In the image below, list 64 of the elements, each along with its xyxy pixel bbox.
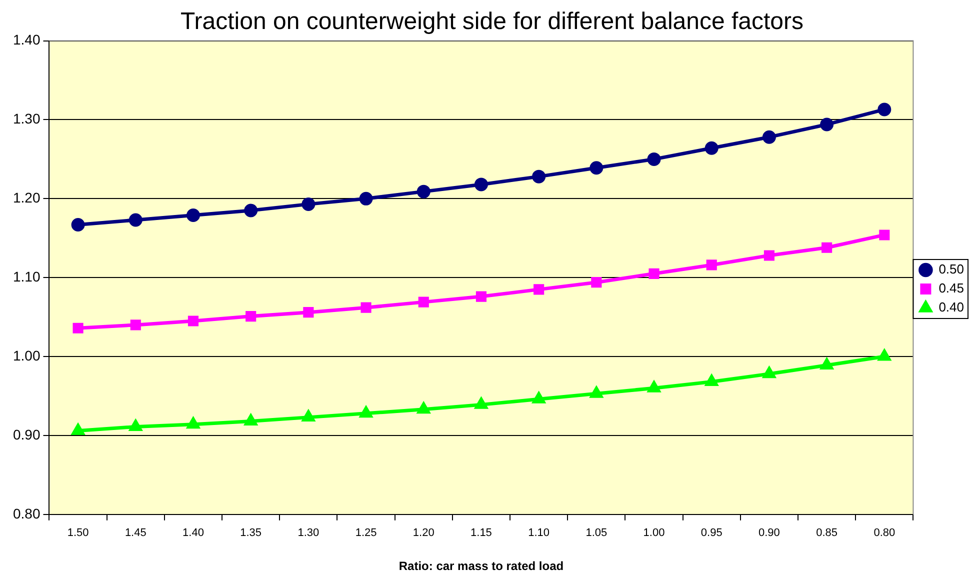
point	[476, 291, 487, 302]
x-tick-label: 1.15	[470, 527, 492, 540]
x-tick-label: 1.20	[412, 527, 434, 540]
x-tick-label: 1.45	[124, 527, 146, 540]
x-tick-label: 1.35	[240, 527, 262, 540]
legend-label: 0.45	[938, 280, 964, 296]
y-tick-label: 1.00	[13, 347, 40, 364]
x-tick-label: 1.25	[355, 527, 377, 540]
point	[879, 230, 890, 240]
point	[416, 184, 430, 198]
x-tick-label: 0.95	[700, 527, 722, 540]
point	[418, 296, 429, 308]
point	[303, 307, 314, 318]
point	[246, 310, 256, 322]
point	[128, 213, 142, 227]
y-tick-label: 0.80	[13, 505, 40, 522]
point	[244, 204, 258, 218]
x-tick-label: 0.85	[816, 527, 838, 540]
x-tick-label: 1.30	[298, 527, 320, 540]
x-tick-label: 1.50	[67, 527, 89, 540]
point	[534, 284, 544, 295]
point	[72, 322, 84, 334]
point	[764, 250, 774, 261]
point	[878, 102, 892, 116]
point	[360, 302, 372, 313]
point	[648, 381, 660, 392]
x-tick-label: 0.80	[874, 527, 896, 540]
point	[591, 277, 602, 288]
legend-label: 0.40	[938, 300, 964, 315]
point	[188, 316, 199, 326]
point	[706, 260, 717, 270]
point	[878, 350, 890, 361]
point	[475, 398, 488, 409]
point	[590, 386, 602, 398]
point	[647, 152, 661, 166]
point	[359, 192, 373, 206]
x-tick-label: 0.90	[758, 527, 780, 540]
point	[648, 268, 660, 279]
x-tick-label: 1.40	[182, 527, 204, 540]
point	[762, 130, 776, 144]
x-tick-label: 1.10	[528, 527, 550, 540]
point	[704, 141, 718, 155]
point	[130, 320, 141, 330]
point	[71, 218, 85, 232]
point	[72, 424, 84, 435]
point	[302, 197, 316, 211]
x-axis-title: Ratio: car mass to rated load	[398, 559, 564, 574]
y-tick-label: 0.90	[13, 426, 40, 442]
point	[532, 170, 546, 184]
point	[186, 208, 200, 222]
point	[820, 118, 834, 132]
point	[590, 161, 604, 175]
y-tick-label: 1.20	[13, 190, 40, 206]
point	[820, 358, 833, 370]
point	[822, 242, 832, 253]
y-tick-label: 1.30	[13, 110, 40, 127]
point	[474, 178, 488, 192]
x-tick-label: 1.05	[586, 527, 608, 540]
y-tick-label: 1.10	[13, 268, 40, 284]
chart-title: Traction on counterweight side for different balance factors	[180, 8, 804, 36]
legend-label: 0.50	[938, 262, 964, 277]
point	[532, 392, 545, 404]
y-tick-label: 1.40	[13, 32, 40, 48]
x-tick-label: 1.00	[643, 527, 665, 540]
